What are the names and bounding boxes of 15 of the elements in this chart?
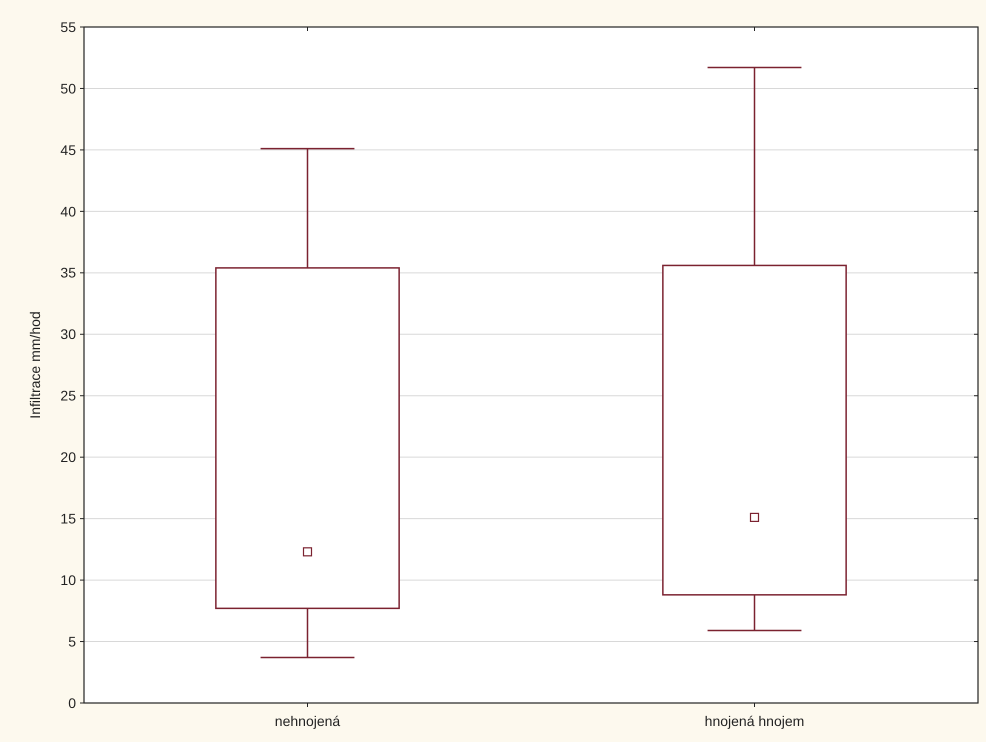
y-tick-label: 0 [68, 694, 76, 711]
x-tick-label: hnojená hnojem [704, 713, 804, 729]
y-axis-title: Infiltrace mm/hod [27, 311, 43, 419]
y-tick-label: 15 [60, 510, 76, 527]
y-tick-label: 5 [68, 633, 76, 650]
y-tick-label: 55 [60, 18, 76, 35]
y-tick-label: 50 [60, 80, 76, 96]
y-tick-label: 20 [60, 449, 76, 466]
x-tick-label: nehnojená [274, 713, 340, 729]
y-tick-label: 40 [60, 203, 76, 220]
y-tick-label: 25 [60, 388, 76, 404]
y-tick-label: 30 [60, 326, 76, 342]
y-tick-label: 10 [60, 572, 76, 588]
y-tick-label: 45 [60, 142, 76, 158]
y-tick-label: 35 [60, 264, 76, 281]
